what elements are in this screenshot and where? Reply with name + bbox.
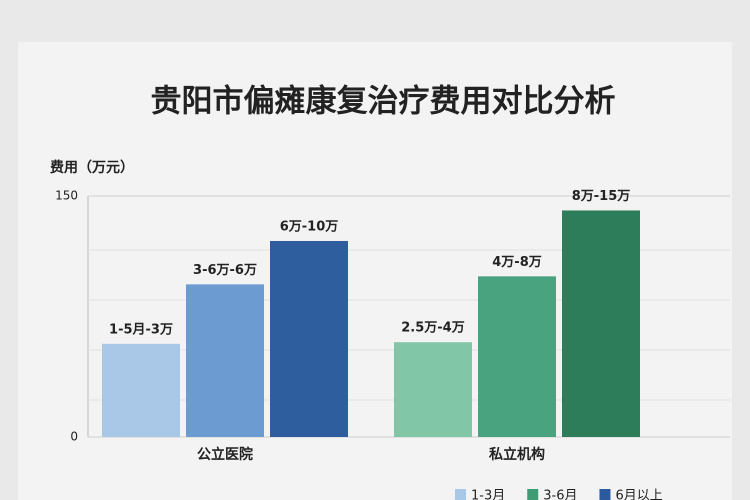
y-tick-label: 150 (55, 189, 78, 203)
bar (394, 342, 472, 437)
bar (102, 343, 180, 437)
legend-swatch (527, 489, 539, 500)
bar-label: 3-6万-6万 (193, 263, 257, 278)
bar (478, 276, 556, 437)
bar (270, 240, 348, 437)
y-axis-label: 费用（万元） (50, 159, 134, 176)
legend-label: 6月以上 (615, 489, 662, 500)
bar-label: 4万-8万 (492, 255, 542, 270)
y-tick-label: 0 (70, 430, 78, 444)
x-tick-label: 私立机构 (489, 446, 545, 463)
legend-swatch (599, 489, 611, 500)
bar (562, 210, 640, 437)
legend-swatch (455, 489, 466, 500)
bar-label: 6万-10万 (280, 219, 339, 234)
bar-label: 1-5月-3万 (109, 322, 173, 337)
bar (186, 284, 264, 437)
legend-label: 1-3月 (471, 489, 505, 500)
chart-title: 贵阳市偏瘫康复治疗费用对比分析 (151, 84, 616, 120)
x-tick-label: 公立医院 (197, 446, 253, 463)
legend-label: 3-6月 (543, 489, 577, 500)
bar-label: 2.5万-4万 (401, 321, 464, 336)
bar-label: 8万-15万 (572, 189, 631, 204)
